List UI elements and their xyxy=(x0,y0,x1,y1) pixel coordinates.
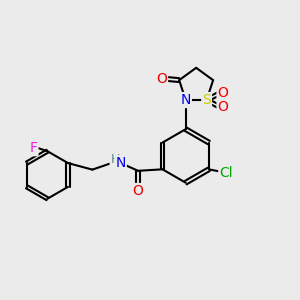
Text: S: S xyxy=(202,93,211,107)
Text: F: F xyxy=(29,141,38,155)
Text: N: N xyxy=(116,156,126,170)
Text: O: O xyxy=(218,100,228,115)
Text: O: O xyxy=(156,72,167,86)
Text: H: H xyxy=(111,153,120,166)
Text: Cl: Cl xyxy=(219,166,233,180)
Text: N: N xyxy=(181,93,191,107)
Text: O: O xyxy=(133,184,144,198)
Text: O: O xyxy=(218,85,228,100)
